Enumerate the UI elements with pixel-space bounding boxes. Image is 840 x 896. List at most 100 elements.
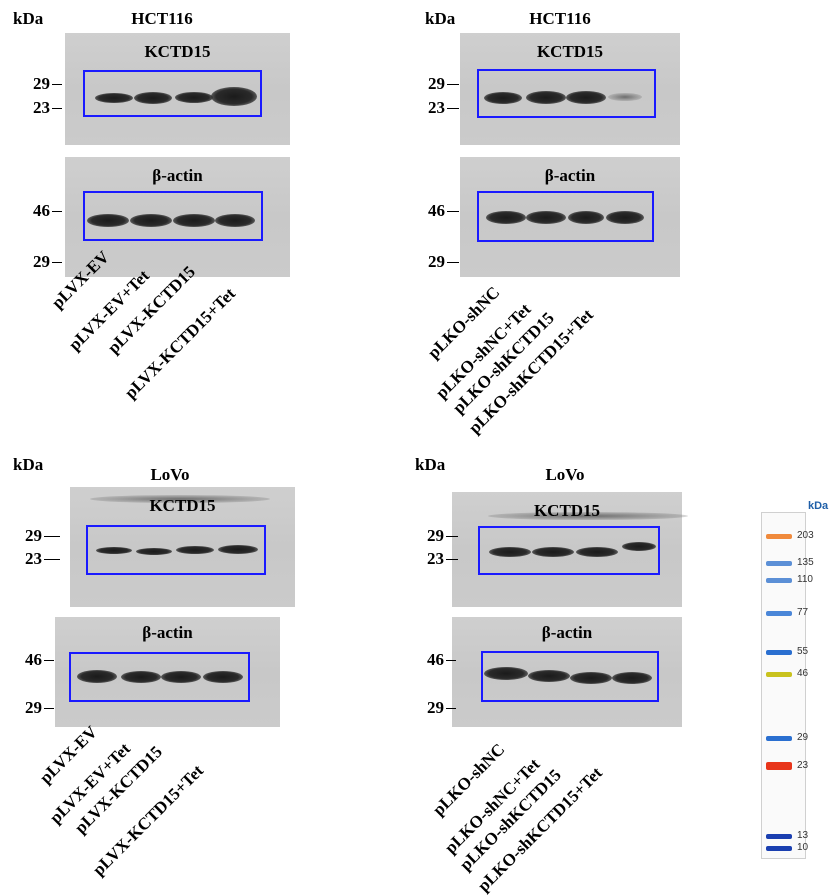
band xyxy=(173,214,215,227)
mw-marker: 46 xyxy=(427,650,444,669)
tick xyxy=(52,108,62,109)
ladder-label: 29 xyxy=(797,732,809,743)
cell-line-title: LoVo xyxy=(545,465,585,484)
kda-label: kDa xyxy=(425,9,456,28)
kctd15-blot: KCTD15 xyxy=(65,33,290,145)
band xyxy=(87,214,129,227)
ladder-band xyxy=(766,561,792,566)
band xyxy=(526,91,566,104)
ladder-band xyxy=(766,736,792,741)
tick xyxy=(447,84,459,85)
ladder-band xyxy=(766,834,792,839)
band xyxy=(489,547,531,557)
cell-line-title: HCT116 xyxy=(529,9,591,28)
ladder-band xyxy=(766,650,792,655)
actin-blot: β-actin xyxy=(452,617,682,727)
highlight-box xyxy=(478,526,660,575)
band xyxy=(175,92,213,103)
band xyxy=(215,214,255,227)
kda-label: kDa xyxy=(13,9,44,28)
tick xyxy=(447,211,459,212)
band xyxy=(130,214,172,227)
band xyxy=(486,211,526,224)
mw-marker: 29 xyxy=(33,74,50,93)
highlight-box xyxy=(477,191,654,242)
actin-blot: β-actin xyxy=(460,157,680,277)
tick xyxy=(52,211,62,212)
ladder-unit: kDa xyxy=(808,500,829,512)
kctd15-blot: KCTD15 xyxy=(460,33,680,145)
mw-marker: 23 xyxy=(428,98,445,117)
band xyxy=(161,671,201,683)
tick xyxy=(44,536,60,537)
highlight-box xyxy=(83,191,263,241)
band xyxy=(77,670,117,683)
tick xyxy=(447,108,459,109)
band xyxy=(121,671,161,683)
lane-label: pLVX-KCTD15+Tet xyxy=(120,284,240,403)
mw-marker: 29 xyxy=(427,526,444,545)
tick xyxy=(44,708,54,709)
actin-blot: β-actin xyxy=(65,157,290,277)
kctd15-blot: KCTD15 xyxy=(70,487,295,607)
band xyxy=(526,211,566,224)
band xyxy=(134,92,172,104)
tick xyxy=(446,660,456,661)
ladder-strip xyxy=(761,512,806,859)
band xyxy=(484,667,528,680)
ladder-label: 55 xyxy=(797,646,809,657)
actin-blot: β-actin xyxy=(55,617,280,727)
mw-marker: 29 xyxy=(428,252,445,271)
band xyxy=(608,93,642,101)
mw-marker: 29 xyxy=(25,698,42,717)
tick xyxy=(446,559,458,560)
band xyxy=(612,672,652,684)
band xyxy=(136,548,172,555)
band xyxy=(488,512,688,520)
tick xyxy=(44,660,54,661)
band xyxy=(622,542,656,551)
band xyxy=(606,211,644,224)
band xyxy=(576,547,618,557)
ladder-label: 110 xyxy=(797,574,813,585)
mw-marker: 29 xyxy=(427,698,444,717)
ladder-label: 77 xyxy=(797,607,809,618)
highlight-box xyxy=(69,652,250,702)
tick xyxy=(44,559,60,560)
mw-marker: 29 xyxy=(25,526,42,545)
blot-title: β-actin xyxy=(544,166,596,185)
highlight-box xyxy=(477,69,656,118)
ladder-band xyxy=(766,762,792,770)
blot-title: KCTD15 xyxy=(149,496,216,515)
blot-title: KCTD15 xyxy=(144,42,211,61)
band xyxy=(95,93,133,103)
band xyxy=(570,672,612,684)
ladder-band xyxy=(766,578,792,583)
band xyxy=(528,670,570,682)
blot-title: β-actin xyxy=(541,623,593,642)
mw-marker: 29 xyxy=(33,252,50,271)
kctd15-blot: KCTD15 xyxy=(452,492,688,607)
ladder-band xyxy=(766,611,792,616)
ladder-label: 46 xyxy=(797,668,809,679)
tick xyxy=(52,262,62,263)
tick xyxy=(447,262,459,263)
band xyxy=(96,547,132,554)
band xyxy=(211,87,257,106)
band xyxy=(532,547,574,557)
mw-marker: 29 xyxy=(428,74,445,93)
band xyxy=(568,211,604,224)
mw-marker: 23 xyxy=(33,98,50,117)
tick xyxy=(446,536,458,537)
ladder-label: 203 xyxy=(797,530,814,541)
blot-title: β-actin xyxy=(142,623,193,642)
kda-label: kDa xyxy=(415,455,446,474)
tick xyxy=(446,708,456,709)
ladder-band xyxy=(766,846,792,851)
ladder-label: 10 xyxy=(797,842,809,853)
blot-title: β-actin xyxy=(152,166,203,185)
ladder-band xyxy=(766,534,792,539)
cell-line-title: HCT116 xyxy=(131,9,193,28)
mw-marker: 23 xyxy=(25,549,42,568)
ladder-label: 13 xyxy=(797,830,809,841)
